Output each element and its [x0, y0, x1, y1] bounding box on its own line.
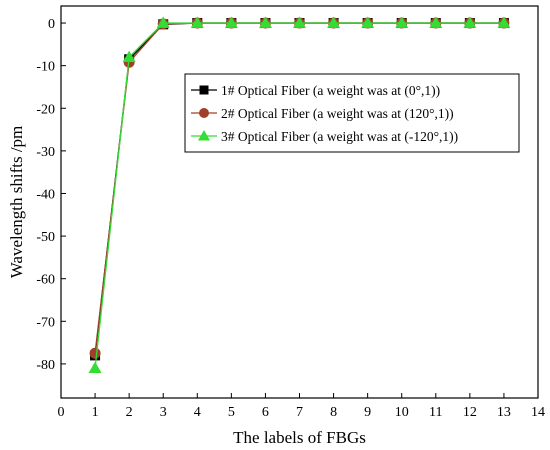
y-tick-label: -50 — [36, 230, 55, 245]
x-tick-label: 5 — [228, 405, 235, 420]
x-tick-label: 2 — [126, 405, 133, 420]
legend-item-3: 3# Optical Fiber (a weight was at (-120°… — [191, 129, 458, 144]
x-tick-label: 10 — [395, 405, 409, 420]
y-tick-label: 0 — [48, 17, 55, 32]
x-tick-label: 9 — [364, 405, 371, 420]
series-3-point — [429, 16, 443, 28]
legend-item-2: 2# Optical Fiber (a weight was at (120°,… — [191, 106, 454, 121]
x-axis-title: The labels of FBGs — [233, 428, 366, 447]
series-3-point — [497, 16, 511, 28]
x-tick-label: 12 — [463, 405, 477, 420]
y-tick-label: -30 — [36, 145, 55, 160]
legend-box — [184, 73, 520, 153]
series-3-point — [463, 16, 477, 28]
y-tick-label: -60 — [36, 273, 55, 288]
y-tick-label: -70 — [36, 315, 55, 330]
legend-marker — [199, 85, 209, 95]
series-layer — [88, 16, 511, 374]
y-tick-label: -10 — [36, 60, 55, 75]
legend-marker — [199, 108, 209, 118]
series-3-point — [327, 16, 341, 28]
x-tick-label: 4 — [194, 405, 201, 420]
series-3-point — [122, 50, 136, 63]
series-3-point — [190, 16, 204, 28]
ticks-layer: 0 1 2 3 4 5 6 7 8 9 10 11 12 13 140-10-20-30-40-50-60-… — [36, 17, 545, 420]
series-3-point — [395, 16, 409, 28]
x-tick-label: 14 — [531, 405, 545, 420]
series-2-point — [89, 347, 101, 359]
y-tick-label: -80 — [36, 358, 55, 373]
x-tick-label: 1 — [92, 405, 99, 420]
legend-label: 3# Optical Fiber (a weight was at (-120°… — [221, 129, 458, 144]
series-3-point — [258, 16, 272, 28]
series-3-point — [224, 16, 238, 28]
legend-label: 1# Optical Fiber (a weight was at (0°,1)… — [221, 83, 440, 98]
series-3-point — [156, 16, 170, 28]
y-axis-title: Wavelength shifts /pm — [7, 126, 26, 279]
x-tick-label: 6 — [262, 405, 269, 420]
series-3 — [88, 16, 511, 374]
x-tick-label: 11 — [429, 405, 442, 420]
x-tick-label: 8 — [330, 405, 337, 420]
x-tick-label: 7 — [296, 405, 303, 420]
legend-item-1: 1# Optical Fiber (a weight was at (0°,1)… — [191, 83, 440, 98]
series-3-point — [88, 361, 102, 374]
y-tick-label: -40 — [36, 187, 55, 202]
legend-marker — [198, 130, 210, 141]
plot-frame — [60, 5, 539, 399]
series-3-point — [293, 16, 306, 28]
y-tick-label: -20 — [36, 102, 55, 117]
x-tick-label: 0 — [58, 405, 65, 420]
x-tick-label: 13 — [497, 405, 511, 420]
series-3-point — [361, 16, 375, 28]
x-tick-label: 3 — [160, 405, 167, 420]
legend-label: 2# Optical Fiber (a weight was at (120°,… — [221, 106, 454, 121]
legend: 1# Optical Fiber (a weight was at (0°,1)… — [184, 73, 520, 153]
